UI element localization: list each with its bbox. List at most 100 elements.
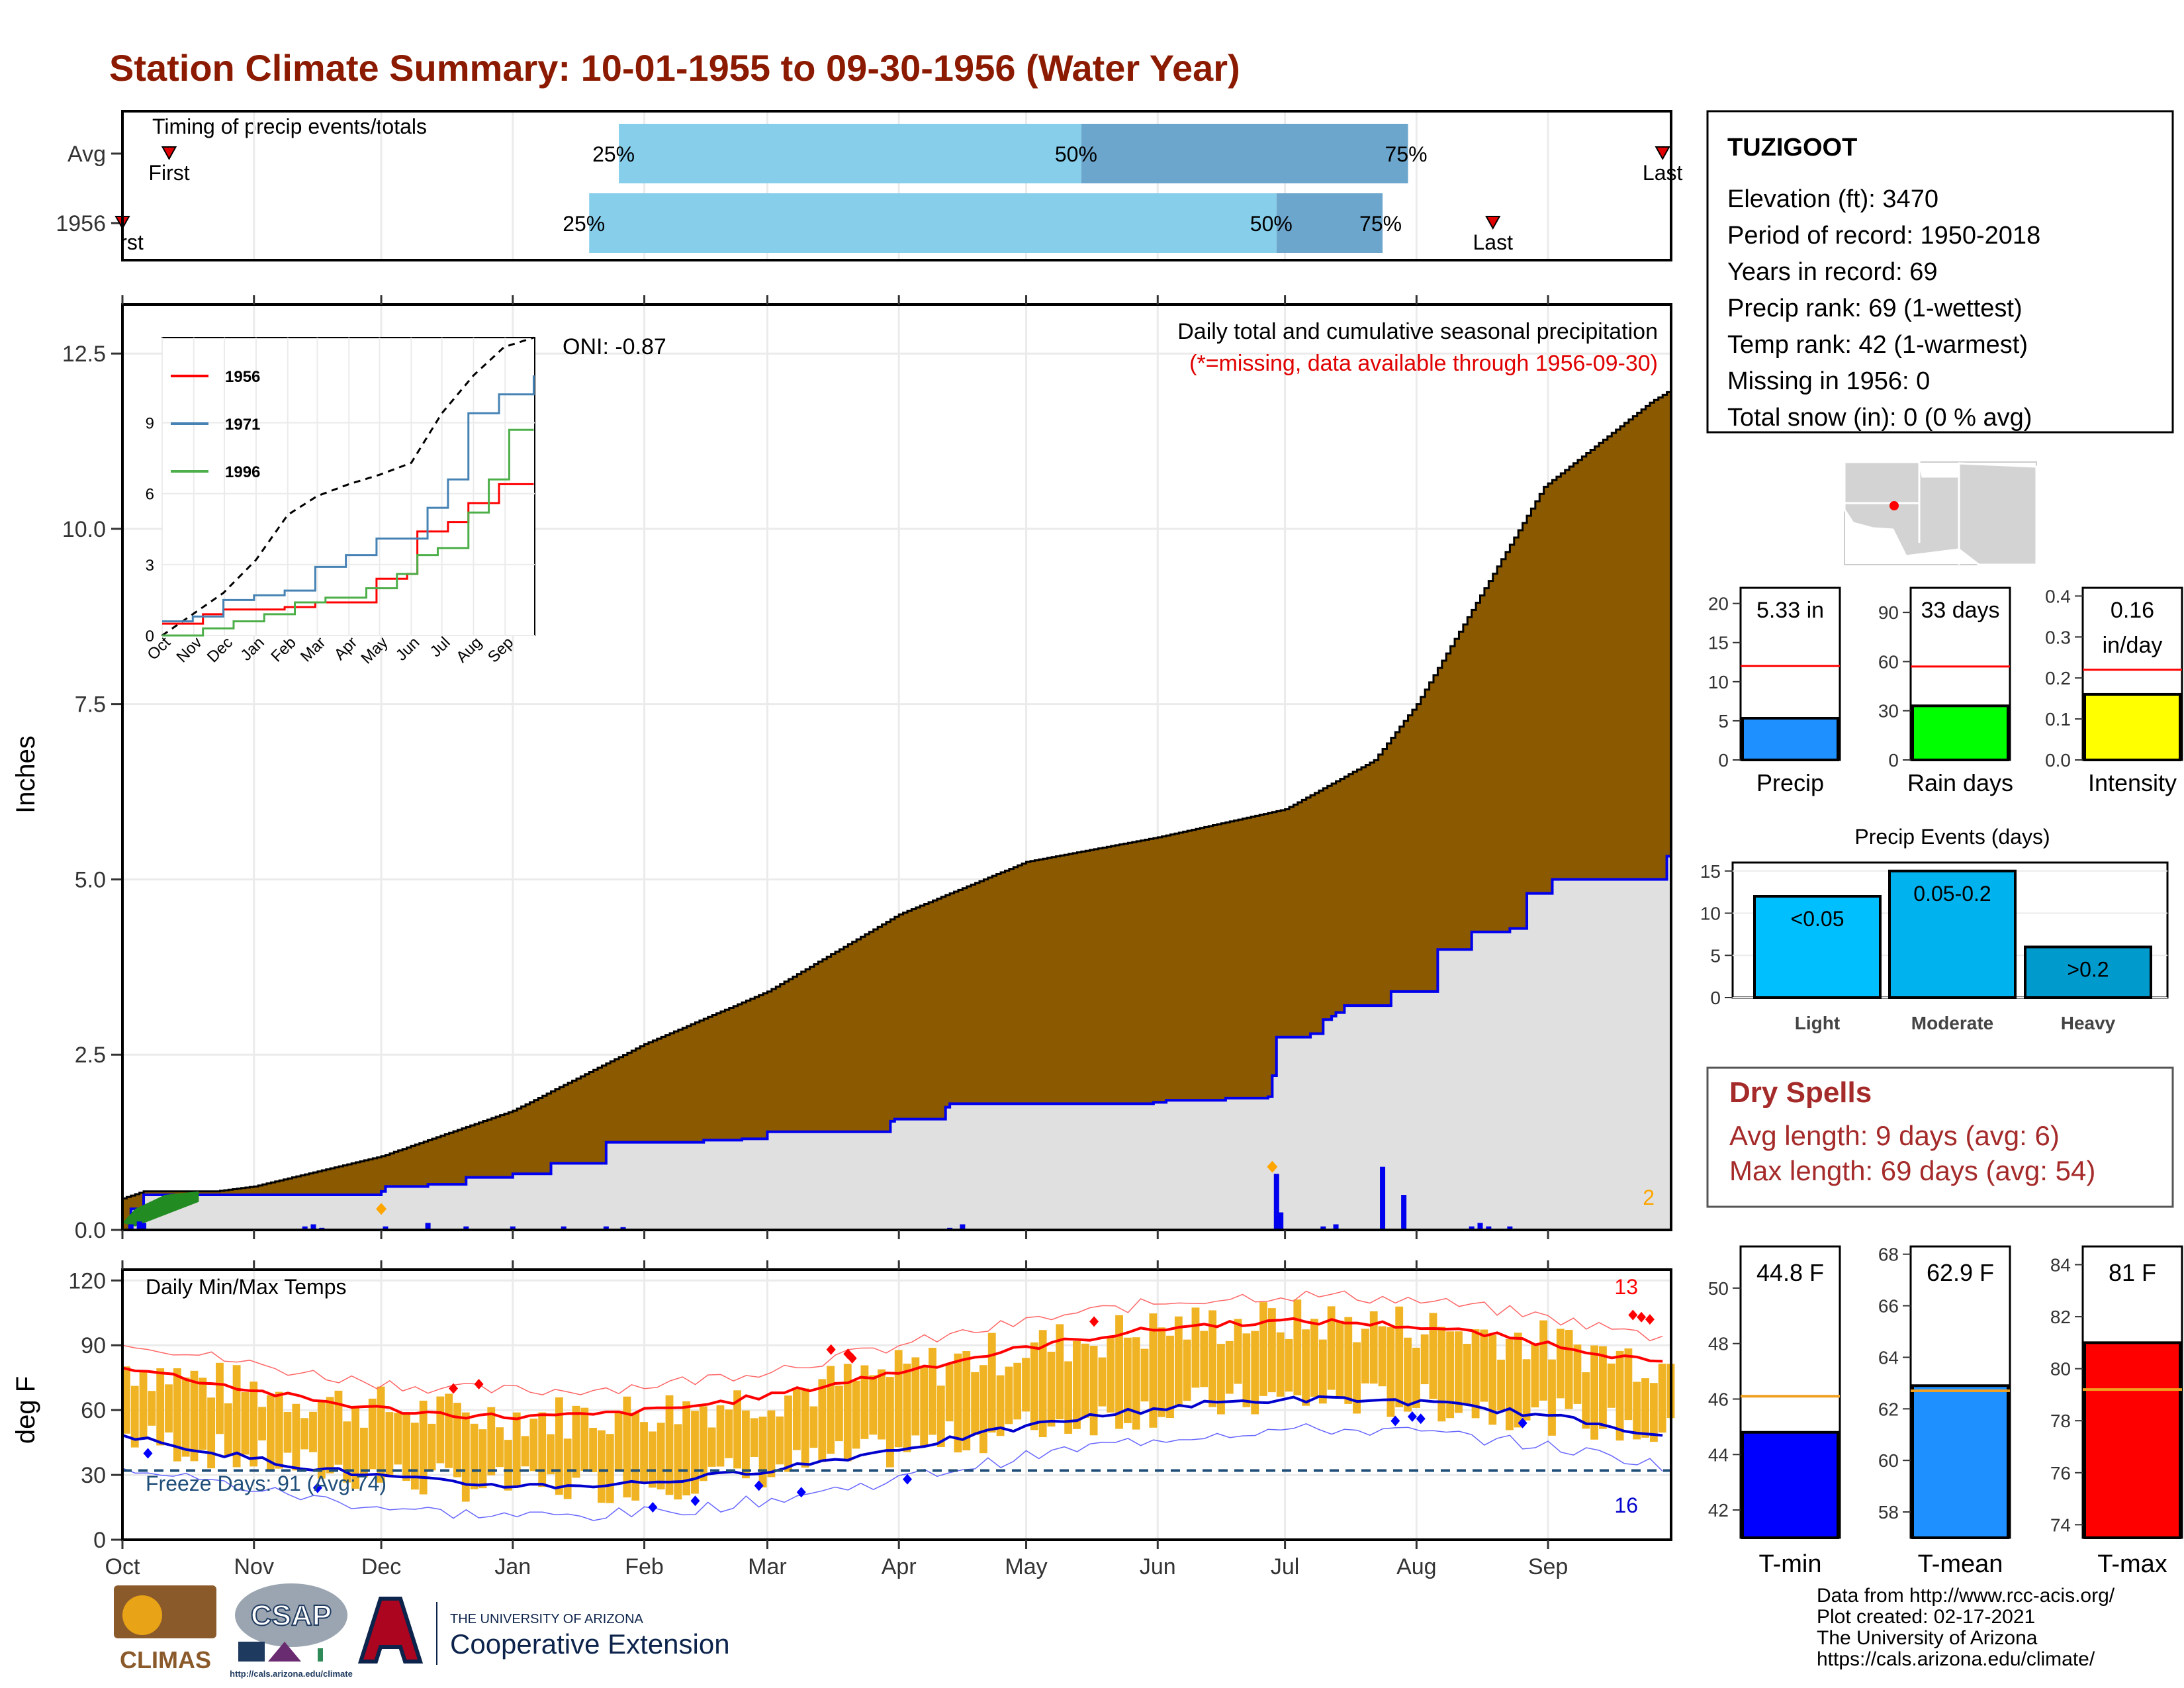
temp-record-low-marker [1518,1417,1527,1429]
temp-daily-bar [266,1395,275,1472]
temp-daily-bar [936,1385,945,1447]
csap-bars [238,1642,265,1662]
temp-daily-bar [207,1397,216,1469]
temp-ytick-label: 90 [81,1333,106,1358]
temp-daily-bar [1624,1348,1633,1421]
precip-daily-bar [1278,1212,1284,1230]
temp-daily-bar [784,1395,792,1472]
temp-ytick-label: 120 [68,1268,106,1293]
temp-daily-bar [691,1411,699,1494]
precip-daily-bar [603,1226,609,1230]
temp-daily-bar [886,1377,894,1468]
station-info-line: Total snow (in): 0 (0 % avg) [1727,404,2032,432]
temp-daily-bar [767,1410,776,1477]
station-info-box: TUZIGOOT Elevation (ft): 3470 Period of r… [1706,110,2174,434]
mini-bar-ytick-label: 0 [1718,750,1729,771]
mini-bar-value-label-2: in/day [2103,633,2163,658]
temp-daily-bar [1267,1308,1276,1393]
temp-daily-bar [869,1375,878,1435]
inset-ytick-label: 9 [146,415,154,433]
temp-daily-bar [1302,1329,1310,1406]
precip-daily-bar [1333,1224,1339,1230]
footer-credit-line: https://cals.arizona.edu/climate/ [1817,1648,2095,1670]
temp-bar-ytick-label: 42 [1708,1500,1729,1521]
temp-bar-ytick-label: 68 [1878,1244,1899,1265]
mini-bar-ytick-label: 60 [1878,651,1899,672]
temp-daily-bar [547,1434,555,1475]
temp-daily-bar [1064,1361,1073,1434]
precip-daily-bar [561,1226,567,1230]
station-frame [1706,110,2174,434]
temp-daily-bar [504,1440,512,1491]
temp-daily-bar [445,1393,453,1468]
temp-daily-bar [173,1368,181,1462]
temp-panel-title: Daily Min/Max Temps [146,1275,346,1299]
temp-daily-bar [750,1418,758,1457]
temp-daily-bar [598,1430,606,1503]
timing-last-marker [1485,216,1501,230]
mini-bar-ytick-label: 15 [1708,633,1729,653]
temp-ytick-label: 0 [93,1528,106,1553]
temp-daily-bar [1471,1329,1480,1419]
temp-daily-bar [1607,1363,1615,1408]
temp-daily-bar [334,1390,343,1465]
temp-daily-bar [640,1422,648,1483]
month-label: Dec [361,1554,401,1579]
temp-daily-bar [580,1407,589,1472]
temp-daily-bar [1191,1307,1200,1388]
temp-daily-bar [148,1391,156,1426]
footer-credit-line: Data from http://www.rcc-acis.org/ [1817,1585,2115,1607]
temp-daily-bar [682,1401,691,1496]
timing-label: Timing of precip events/totals [152,115,427,138]
temp-daily-bar [1183,1339,1191,1401]
ua-logo: THE UNIVERSITY OF ARIZONA Cooperative Ex… [357,1597,730,1665]
temp-daily-bar [156,1368,165,1446]
temp-daily-bar [216,1362,224,1434]
inset-ytick-label: 3 [146,557,154,575]
mini-bar-ytick-label: 0 [1888,750,1899,771]
temp-bar-ytick-label: 82 [2050,1307,2071,1327]
temp-daily-bar [1149,1313,1158,1428]
temp-bar-ytick-label: 64 [1878,1347,1899,1368]
temp-record-low-marker [312,1482,322,1493]
events-ytick-label: 15 [1700,861,1721,882]
precip-avg-cumulative-area [121,391,1672,1231]
temp-daily-bar [1123,1337,1132,1423]
temp-daily-bar [377,1386,385,1483]
temp-record-high-marker [1637,1311,1647,1323]
temp-daily-bar [538,1412,547,1487]
temp-daily-bar [827,1366,835,1454]
temp-daily-bar [461,1412,470,1502]
temp-bar-value [1911,1384,2009,1539]
station-info-line: Temp rank: 42 (1-warmest) [1727,331,2028,359]
temp-daily-bar [1565,1330,1573,1409]
temp-daily-bar [623,1396,631,1498]
timing-p25: 25% [563,212,605,236]
events-title: Precip Events (days) [1854,825,2050,849]
temp-daily-bar [165,1384,173,1433]
precip-daily-bar [463,1226,469,1230]
temp-bar-ytick-label: 78 [2050,1411,2071,1431]
inset-series-1996 [162,428,534,637]
month-label: Jul [1271,1554,1299,1579]
month-label: Jan [494,1554,531,1579]
mini-bar-value-label: 33 days [1921,598,1999,623]
temp-daily-bar [1098,1357,1107,1407]
temp-daily-bar [903,1363,911,1452]
precip-daily-bar [1401,1195,1407,1230]
temp-summary-bars: 42 44 46 48 50 44.8 F T-min 58 60 62 64 66 68 62.9 F T… [1708,1244,2183,1578]
temp-daily-bar [1522,1359,1531,1421]
climas-sun [122,1595,162,1635]
timing-row-label: 1956 [56,211,106,236]
dry-spells-title: Dry Spells [1729,1076,1872,1109]
temp-daily-bar [351,1407,360,1489]
events-bar [1753,895,1882,999]
temp-bar-ytick-label: 44 [1708,1444,1729,1465]
month-label: Apr [882,1554,917,1579]
temp-daily-bar [1531,1344,1539,1408]
dry-spells-box: Dry Spells Avg length: 9 days (avg: 6) M… [1706,1066,2174,1208]
temp-daily-bar [614,1411,623,1472]
precip-ytick-label: 2.5 [75,1043,106,1068]
temp-daily-bar [241,1392,250,1455]
temp-daily-bar [878,1369,886,1440]
